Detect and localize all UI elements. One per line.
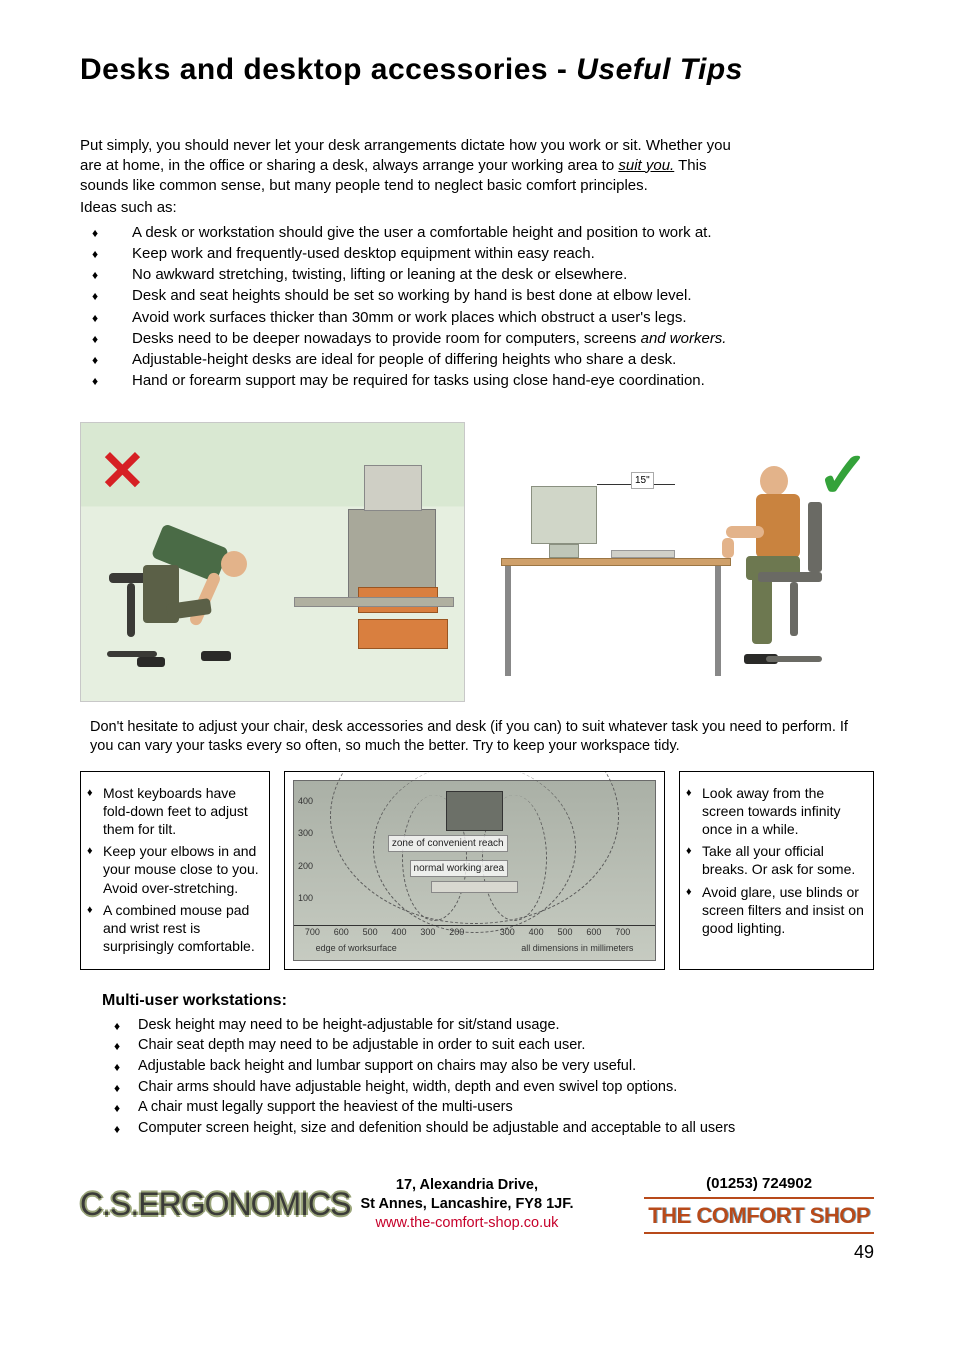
right-tips-box: Look away from the screen towards infini… (679, 771, 874, 971)
list-item: A combined mouse pad and wrist rest is s… (87, 901, 263, 956)
phone-number: (01253) 724902 (644, 1174, 874, 1194)
list-item: Chair arms should have adjustable height… (102, 1078, 874, 1098)
multi-user-heading: Multi-user workstations: (102, 990, 874, 1012)
bad-posture-figure: ✕ (80, 422, 465, 702)
ideas-list: A desk or workstation should give the us… (80, 223, 874, 392)
footer: C.S.ERGONOMICS 17, Alexandria Drive, St … (80, 1174, 874, 1234)
left-tips-box: Most keyboards have fold-down feet to ad… (80, 771, 270, 971)
suit-you-emphasis: suit you. (618, 157, 674, 174)
shop-block: (01253) 724902 THE COMFORT SHOP (644, 1174, 874, 1234)
page-number: 49 (80, 1240, 874, 1264)
list-item: Most keyboards have fold-down feet to ad… (87, 784, 263, 839)
list-item: No awkward stretching, twisting, lifting… (80, 265, 874, 285)
list-item: Take all your official breaks. Or ask fo… (686, 842, 867, 878)
address-block: 17, Alexandria Drive, St Annes, Lancashi… (360, 1176, 573, 1233)
list-item: Keep your elbows in and your mouse close… (87, 842, 263, 897)
good-posture-figure: ✓ 15" (491, 422, 874, 702)
website-link[interactable]: www.the-comfort-shop.co.uk (360, 1214, 573, 1233)
list-item: Avoid glare, use blinds or screen filter… (686, 883, 867, 938)
list-item: Adjustable back height and lumbar suppor… (102, 1057, 874, 1077)
list-item: Desks need to be deeper nowadays to prov… (80, 329, 874, 349)
mid-paragraph: Don't hesitate to adjust your chair, des… (90, 718, 874, 757)
list-item: Desk and seat heights should be set so w… (80, 286, 874, 306)
list-item: Chair seat depth may need to be adjustab… (102, 1036, 874, 1056)
posture-figures: ✕ ✓ 15" (80, 422, 874, 702)
multi-user-list: Desk height may need to be height-adjust… (102, 1016, 874, 1138)
page-title: Desks and desktop accessories - Useful T… (80, 50, 874, 91)
tips-row: Most keyboards have fold-down feet to ad… (80, 771, 874, 971)
list-item: Adjustable-height desks are ideal for pe… (80, 350, 874, 370)
title-main: Desks and desktop accessories - (80, 53, 576, 86)
title-italic: Useful Tips (576, 53, 743, 86)
ergonomics-logo: C.S.ERGONOMICS (80, 1183, 350, 1226)
list-item: A chair must legally support the heavies… (102, 1098, 874, 1118)
list-item: Hand or forearm support may be required … (80, 371, 874, 391)
list-item: Computer screen height, size and defenit… (102, 1119, 874, 1139)
list-item: Avoid work surfaces thicker than 30mm or… (80, 308, 874, 328)
list-item: A desk or workstation should give the us… (80, 223, 874, 243)
reach-diagram: zone of convenient reach normal working … (284, 771, 665, 971)
list-item: Look away from the screen towards infini… (686, 784, 867, 839)
list-item: Keep work and frequently-used desktop eq… (80, 244, 874, 264)
comfort-shop-logo: THE COMFORT SHOP (644, 1197, 874, 1235)
intro-paragraph: Put simply, you should never let your de… (80, 136, 874, 219)
list-item: Desk height may need to be height-adjust… (102, 1016, 874, 1036)
distance-callout: 15" (631, 472, 654, 490)
check-icon: ✓ (816, 432, 870, 518)
cross-icon: ✕ (99, 433, 146, 509)
